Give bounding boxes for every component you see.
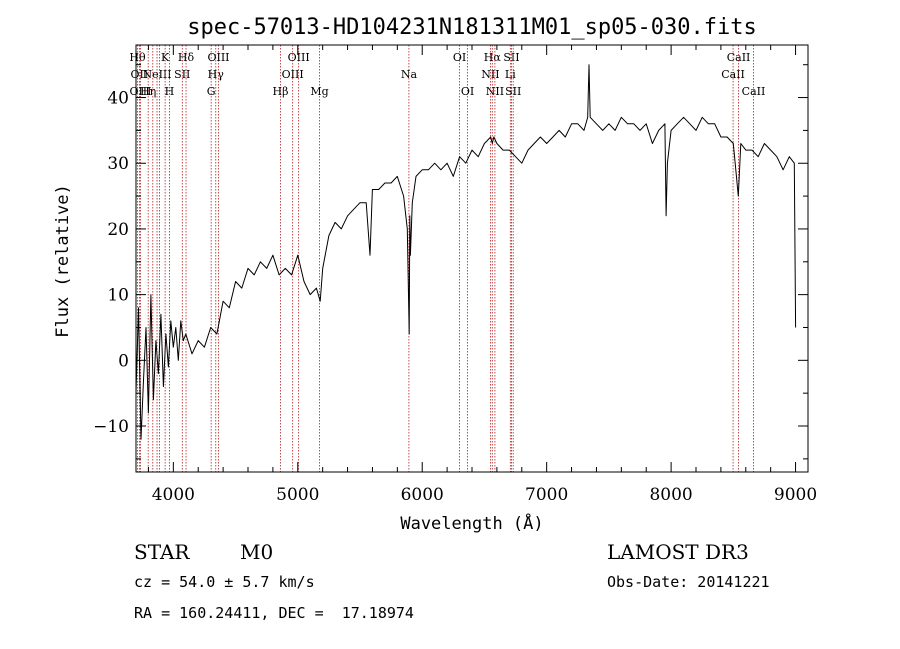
spectral-line-label: NeIII xyxy=(142,68,171,81)
spectral-line-label: NII xyxy=(481,68,499,81)
spectral-line-label: Hγ xyxy=(208,68,225,81)
spectral-line-label: OIII xyxy=(288,51,310,64)
spectral-line-label: H xyxy=(165,85,175,98)
y-tick-label: 0 xyxy=(118,351,129,371)
y-tick-label: 30 xyxy=(107,154,129,174)
survey-name: LAMOST DR3 xyxy=(607,540,749,564)
x-tick-label: 6000 xyxy=(401,485,444,505)
obs-date: Obs-Date: 20141221 xyxy=(607,573,770,591)
spectral-line-label: NII xyxy=(486,85,504,98)
spectral-line-label: Na xyxy=(401,68,418,81)
spectral-line-label: K xyxy=(161,51,170,64)
spectral-line-label: OI xyxy=(461,85,474,98)
redshift-readout: cz = 54.0 ± 5.7 km/s xyxy=(134,573,315,591)
spectrum-series-line xyxy=(135,64,797,440)
spectral-line-label: Hα xyxy=(484,51,502,64)
spectral-line-label: CaII xyxy=(727,51,751,64)
coordinates: RA = 160.24411, DEC = 17.18974 xyxy=(134,604,414,622)
axis-ticks: 4000 5000 6000 7000 8000 9000 −10 0 10 20 30 40 xyxy=(93,45,817,505)
y-tick-label: −10 xyxy=(93,417,129,437)
plot-frame xyxy=(135,44,809,473)
spectral-line-label: Hβ xyxy=(273,85,289,98)
spectral-line-label: OIII xyxy=(282,68,304,81)
spectral-line-label: SII xyxy=(505,85,521,98)
x-tick-label: 8000 xyxy=(649,485,692,505)
spectral-line-label: G xyxy=(207,85,216,98)
chart-title: spec-57013-HD104231N181311M01_sp05-030.f… xyxy=(187,15,757,40)
spectral-line-label: SII xyxy=(174,68,190,81)
spectral-line-label: OI xyxy=(453,51,466,64)
spectral-line-label: Hδ xyxy=(178,51,195,64)
x-axis-label: Wavelength (Å) xyxy=(400,512,543,534)
spectral-line-label: SII xyxy=(503,51,519,64)
y-tick-label: 40 xyxy=(107,89,129,109)
spectral-line-label: OIII xyxy=(207,51,229,64)
spectral-line-label: Li xyxy=(505,68,516,81)
x-tick-label: 5000 xyxy=(276,485,319,505)
y-axis-label: Flux (relative) xyxy=(53,184,73,338)
x-tick-label: 4000 xyxy=(152,485,195,505)
y-tick-label: 20 xyxy=(107,220,129,240)
spectral-line-label: Hθ xyxy=(129,51,146,64)
object-class: STAR xyxy=(134,540,190,564)
spectral-line-label: Mg xyxy=(310,85,328,98)
x-tick-label: 7000 xyxy=(525,485,568,505)
spectrum-layer xyxy=(135,64,797,440)
y-tick-label: 10 xyxy=(107,286,129,306)
x-tick-label: 9000 xyxy=(774,485,817,505)
spectral-line-label: OIII xyxy=(129,85,151,98)
spectral-line-label: OII xyxy=(131,68,149,81)
spectral-line-label: CaII xyxy=(721,68,745,81)
spectral-line-markers: HθOIIOIIIHηNeIIIKHSIIHδGHγOIIIHβOIIIOIII… xyxy=(129,45,765,472)
spectral-line-label: Hη xyxy=(140,85,156,98)
spectral-subclass: M0 xyxy=(240,540,274,564)
spectral-line-label: CaII xyxy=(742,85,766,98)
